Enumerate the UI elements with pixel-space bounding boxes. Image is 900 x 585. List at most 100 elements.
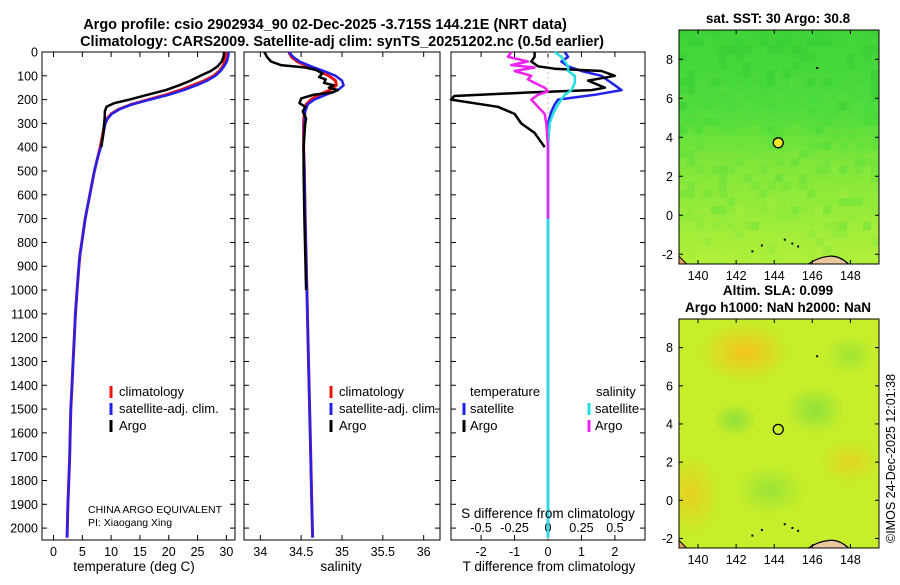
sst-speckle <box>783 38 791 46</box>
sst-speckle <box>751 150 759 158</box>
sst-speckle <box>815 46 823 54</box>
sst-speckle <box>743 222 751 230</box>
sst-speckle <box>791 214 799 222</box>
sst-speckle <box>743 174 751 182</box>
sst-speckle <box>679 190 687 198</box>
island-outline <box>808 539 849 549</box>
sst-speckle <box>823 206 831 214</box>
islet-dot <box>797 529 800 532</box>
sst-speckle <box>807 110 815 118</box>
map-frame <box>678 29 880 265</box>
sst-speckle <box>807 254 815 262</box>
sst-speckle <box>687 174 695 182</box>
sst-speckle <box>735 230 743 238</box>
sla-low-blob <box>735 465 805 515</box>
sst-speckle <box>727 78 735 86</box>
x-tick-label: 35 <box>335 545 349 559</box>
lon-tick-label: 146 <box>802 269 823 283</box>
depth-tick-label: 600 <box>17 188 38 202</box>
sst-speckle <box>839 190 847 198</box>
lat-tick-label: 0 <box>666 494 673 508</box>
lon-tick-label: 144 <box>764 269 785 283</box>
sst-speckle <box>679 54 687 62</box>
sst-speckle <box>823 166 831 174</box>
sst-speckle <box>751 238 759 246</box>
sst-speckle <box>687 86 695 94</box>
sst-speckle <box>775 214 783 222</box>
sst-speckle <box>791 46 799 54</box>
sst-speckle <box>855 102 863 110</box>
sst-speckle <box>735 238 743 246</box>
sst-speckle <box>815 166 823 174</box>
sst-speckle <box>703 190 711 198</box>
series-line-satellite-adj-clim- <box>287 51 345 538</box>
sst-speckle <box>871 70 879 78</box>
depth-tick-label: 1400 <box>10 379 38 393</box>
s-tick-label: -0.25 <box>500 521 529 535</box>
sst-speckle <box>799 150 807 158</box>
sst-speckle <box>807 54 815 62</box>
depth-tick-label: 1800 <box>10 474 38 488</box>
sst-speckle <box>871 46 879 54</box>
sst-speckle <box>759 38 767 46</box>
lat-tick-label: -2 <box>662 248 673 262</box>
sst-speckle <box>807 94 815 102</box>
sst-speckle <box>791 78 799 86</box>
sst-speckle <box>719 78 727 86</box>
sst-speckle <box>703 238 711 246</box>
sst-speckle <box>847 230 855 238</box>
sst-speckle <box>719 238 727 246</box>
sst-speckle <box>767 182 775 190</box>
sst-speckle <box>815 198 823 206</box>
sst-speckle <box>807 38 815 46</box>
sst-speckle <box>767 102 775 110</box>
sst-speckle <box>751 182 759 190</box>
sst-speckle <box>767 62 775 70</box>
sst-speckle <box>743 102 751 110</box>
argo-float-marker <box>772 137 784 149</box>
sst-speckle <box>767 70 775 78</box>
sst-speckle <box>719 190 727 198</box>
sst-speckle <box>767 126 775 134</box>
difference-xlabel-top: S difference from climatology <box>461 506 635 521</box>
sst-speckle <box>727 206 735 214</box>
sst-speckle <box>839 238 847 246</box>
sst-speckle <box>871 78 879 86</box>
legend-climatology-label: climatology <box>119 384 185 399</box>
series-line-climatology <box>65 51 228 538</box>
sst-speckle <box>839 222 847 230</box>
sst-speckle <box>687 262 695 264</box>
temperature-legend: climatology satellite-adj. clim. Argo <box>109 384 219 433</box>
sst-speckle <box>695 198 703 206</box>
sst-speckle <box>711 110 719 118</box>
sst-speckle <box>711 78 719 86</box>
series-line-s-satellite <box>546 50 577 538</box>
lat-tick-label: 0 <box>666 209 673 223</box>
sst-speckle <box>847 54 855 62</box>
sla-high-blob <box>820 440 879 484</box>
sst-speckle <box>719 134 727 142</box>
map-frame <box>678 318 880 549</box>
lon-tick-label: 140 <box>688 553 709 567</box>
legend-s-argo-label: Argo <box>595 418 622 433</box>
lat-tick-label: 2 <box>666 170 673 184</box>
sst-speckle <box>767 198 775 206</box>
plot-frame <box>243 51 441 541</box>
sst-speckle <box>767 142 775 150</box>
sst-speckle <box>743 246 751 254</box>
depth-tick-label: 300 <box>17 117 38 131</box>
sst-speckle <box>847 214 855 222</box>
depth-tick-label: 1600 <box>10 426 38 440</box>
sst-speckle <box>807 174 815 182</box>
sst-speckle <box>727 126 735 134</box>
sst-speckle <box>703 126 711 134</box>
sst-speckle <box>863 46 871 54</box>
sst-speckle <box>831 198 839 206</box>
sst-speckle <box>799 246 807 254</box>
sst-speckle <box>735 214 743 222</box>
depth-tick-label: 1900 <box>10 498 38 512</box>
sst-speckle <box>847 134 855 142</box>
figure-title-line1: Argo profile: csio 2902934_90 02-Dec-202… <box>83 17 567 33</box>
sst-speckle <box>759 126 767 134</box>
s-tick-label: 0.25 <box>569 521 593 535</box>
